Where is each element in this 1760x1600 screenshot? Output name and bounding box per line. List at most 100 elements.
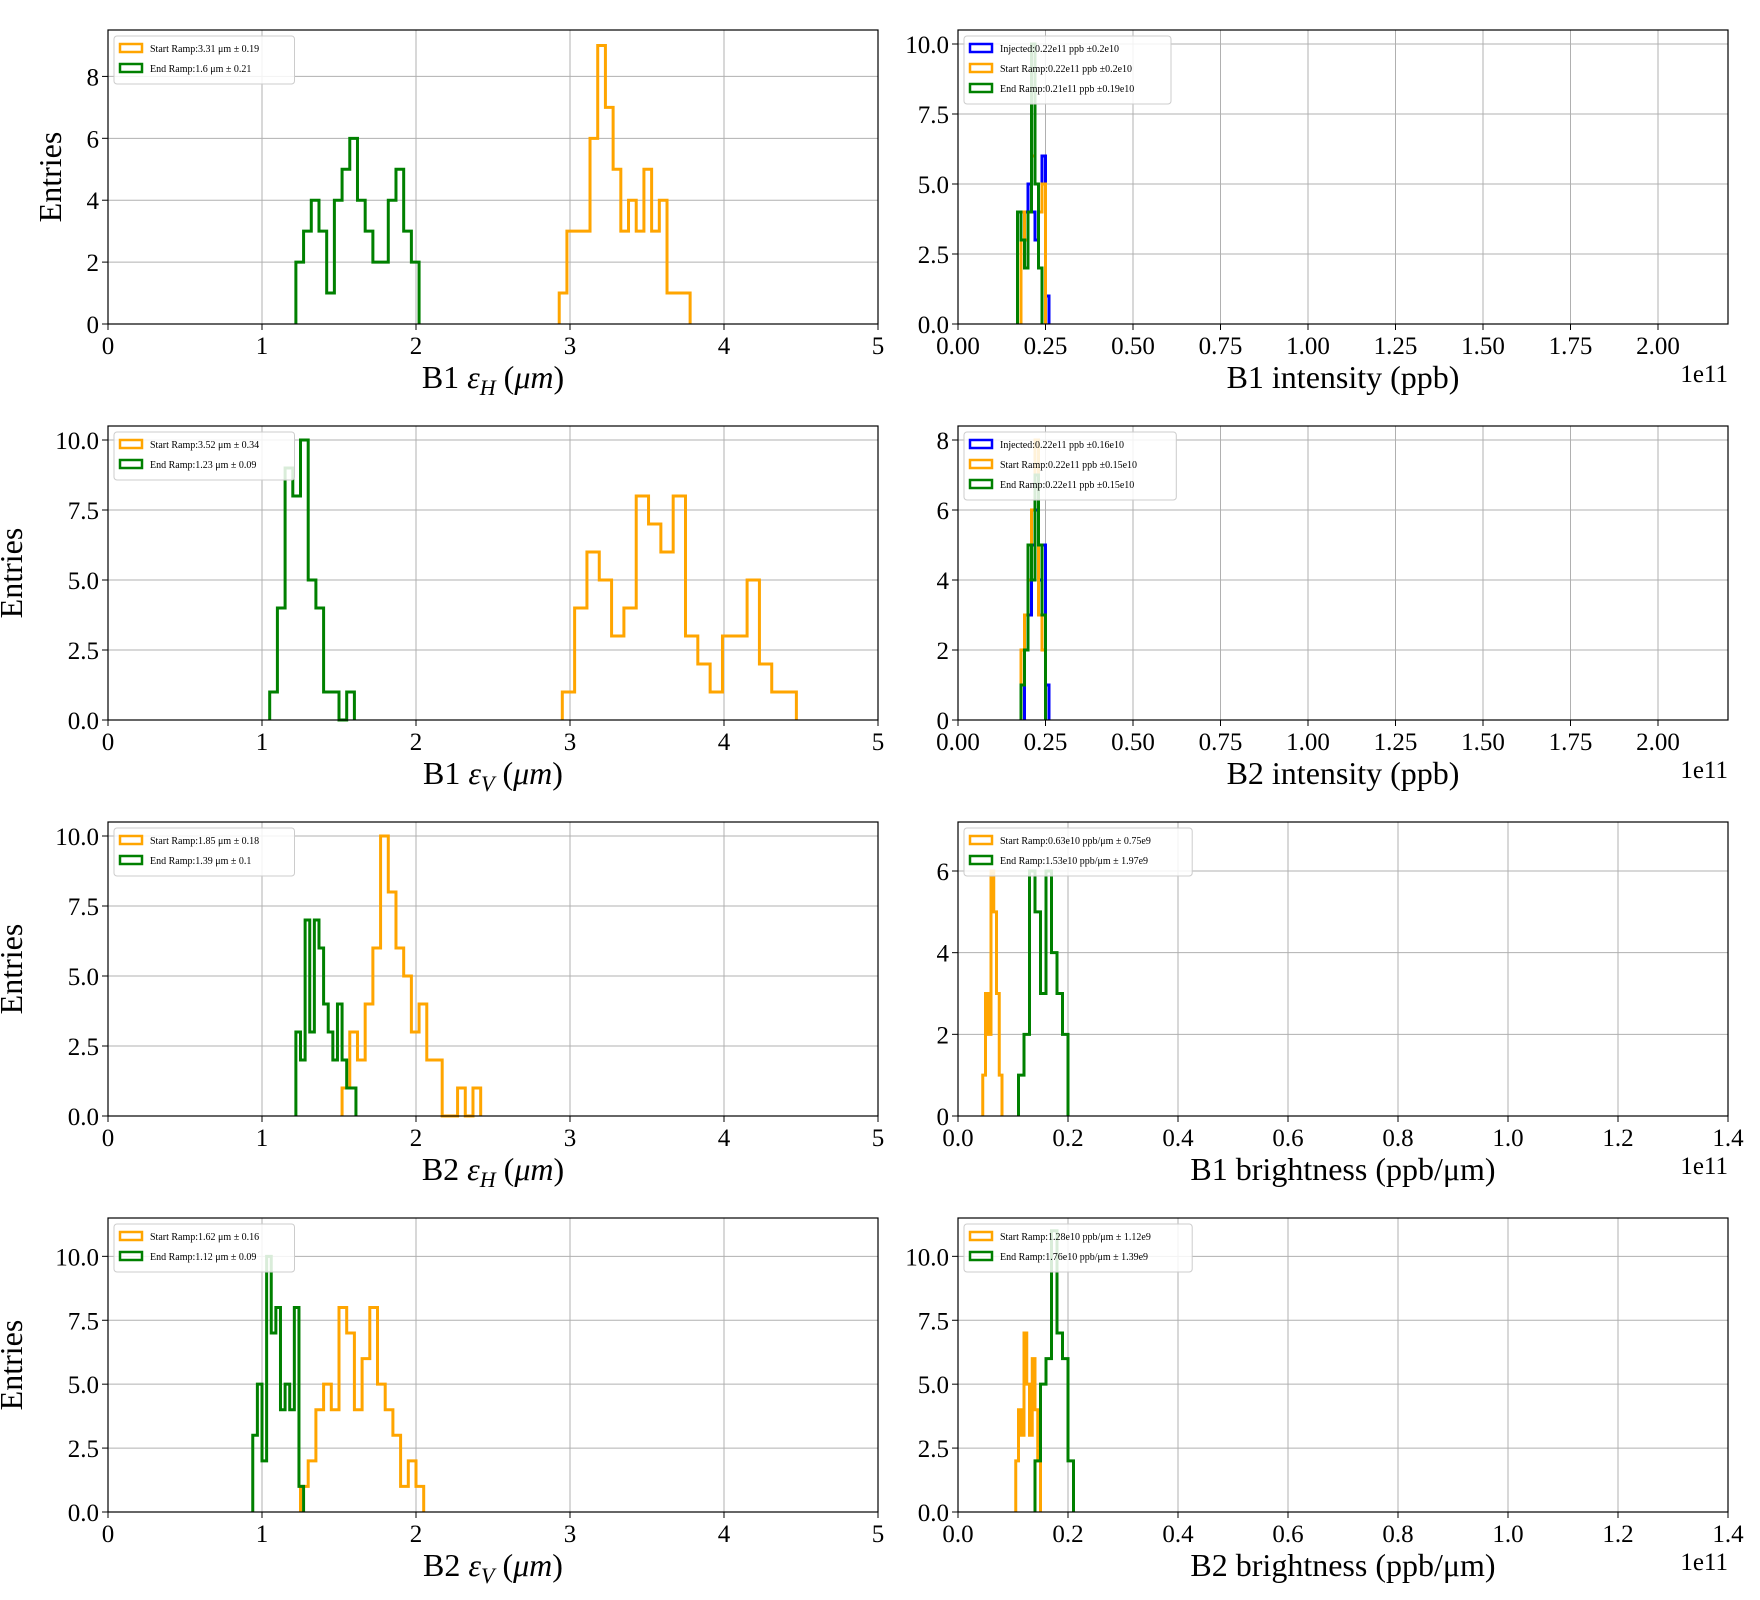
y-tick-label: 10.0 xyxy=(905,32,949,59)
x-axis-label: B1 intensity (ppb) xyxy=(1227,359,1460,395)
x-tick-label: 0.2 xyxy=(1052,1125,1083,1152)
y-tick-label: 0.0 xyxy=(68,1104,99,1131)
plot-frame xyxy=(957,821,1729,1117)
x-tick-label: 1.0 xyxy=(1492,1521,1523,1548)
x-axis-label: B2 εH (μm) xyxy=(422,1151,564,1192)
y-tick-label: 6 xyxy=(87,126,100,153)
histogram-series-1 xyxy=(1019,438,1047,720)
legend: Start Ramp:3.52 μm ± 0.34 End Ramp:1.23 μ… xyxy=(113,431,295,481)
y-tick-label: 7.5 xyxy=(918,102,949,129)
y-tick-label: 0.0 xyxy=(918,1500,949,1527)
x-tick-label: 4 xyxy=(718,1125,731,1152)
y-tick-label: 4 xyxy=(87,188,100,215)
legend-label: Start Ramp:0.63e10 ppb/μm ± 0.75e9 xyxy=(1000,836,1151,847)
legend-label: End Ramp:1.12 μm ± 0.09 xyxy=(150,1252,256,1263)
histogram-series-0 xyxy=(299,1305,426,1512)
chart-panel-b2-int: 0.00 0.25 0.50 0.75 1.00 1.25 1.50 1.75 2.00 0 2 4 6… xyxy=(936,425,1729,791)
x-tick-label: 1 xyxy=(256,1125,269,1152)
x-tick-label: 2 xyxy=(410,729,423,756)
legend-label: End Ramp:1.76e10 ppb/μm ± 1.39e9 xyxy=(1000,1252,1148,1263)
x-tick-label: 0 xyxy=(102,1125,115,1152)
y-tick-label: 5.0 xyxy=(68,568,99,595)
x-tick-label: 3 xyxy=(564,1521,577,1548)
x-tick-label: 1.75 xyxy=(1549,333,1593,360)
histogram-series-1 xyxy=(251,1254,306,1512)
legend-label: Start Ramp:1.62 μm ± 0.16 xyxy=(150,1232,259,1243)
histogram-series-0 xyxy=(981,869,1004,1116)
legend-swatch xyxy=(968,854,994,866)
histogram-series-2 xyxy=(1016,42,1044,324)
legend-box xyxy=(113,35,295,85)
plot-frame xyxy=(957,1217,1729,1513)
histogram-series-0 xyxy=(560,494,798,720)
x-tick-label: 0 xyxy=(102,333,115,360)
x-offset-label: 1e11 xyxy=(1680,757,1728,784)
y-tick-label: 2 xyxy=(937,638,950,665)
legend-swatch xyxy=(118,458,144,470)
x-tick-label: 0.2 xyxy=(1052,1521,1083,1548)
chart-panel-b1-int: 0.00 0.25 0.50 0.75 1.00 1.25 1.50 1.75 2.00 0.0 2… xyxy=(905,29,1729,395)
x-offset-label: 1e11 xyxy=(1680,1549,1728,1576)
chart-panel-b1-ev: 0 1 2 3 4 5 0.0 2.5 5.0 7.5 10.0 B1 εV (μm) Entries S… xyxy=(0,425,884,796)
x-tick-label: 3 xyxy=(564,729,577,756)
y-tick-label: 0.0 xyxy=(918,312,949,339)
y-tick-label: 2.5 xyxy=(68,638,99,665)
legend: Start Ramp:0.63e10 ppb/μm ± 0.75e9 End Ra… xyxy=(963,827,1193,877)
x-axis-label: B1 brightness (ppb/μm) xyxy=(1190,1151,1495,1187)
x-tick-label: 1.2 xyxy=(1602,1521,1633,1548)
legend-swatch xyxy=(118,1230,144,1242)
x-offset-label: 1e11 xyxy=(1680,361,1728,388)
legend-swatch xyxy=(118,42,144,54)
plot-frame xyxy=(107,1217,879,1513)
plot-frame xyxy=(957,425,1729,721)
legend-swatch xyxy=(118,1250,144,1262)
x-tick-label: 1.50 xyxy=(1461,333,1505,360)
x-tick-label: 1 xyxy=(256,333,269,360)
plot-frame xyxy=(957,29,1729,325)
x-tick-label: 0.8 xyxy=(1382,1125,1413,1152)
y-tick-label: 7.5 xyxy=(918,1308,949,1335)
histogram-series-0 xyxy=(1014,1331,1042,1512)
y-axis-label: Entries xyxy=(32,132,68,223)
x-tick-label: 0.4 xyxy=(1162,1521,1194,1548)
y-tick-label: 0 xyxy=(937,1104,950,1131)
legend-swatch xyxy=(968,1230,994,1242)
y-tick-label: 8 xyxy=(87,64,100,91)
x-axis-label: B1 εH (μm) xyxy=(422,359,564,400)
y-tick-label: 6 xyxy=(937,498,950,525)
grid xyxy=(957,822,1729,1117)
histogram-series-1 xyxy=(294,136,421,324)
y-tick-label: 0 xyxy=(87,312,100,339)
legend-swatch xyxy=(118,854,144,866)
y-tick-label: 10.0 xyxy=(55,428,99,455)
y-tick-label: 0 xyxy=(937,708,950,735)
legend: Start Ramp:1.62 μm ± 0.16 End Ramp:1.12 μ… xyxy=(113,1223,295,1273)
legend-swatch xyxy=(968,458,994,470)
histogram-series-1 xyxy=(1019,154,1047,324)
x-tick-label: 2.00 xyxy=(1636,729,1680,756)
x-tick-label: 0.0 xyxy=(942,1125,973,1152)
chart-panel-b2-eh: 0 1 2 3 4 5 0.0 2.5 5.0 7.5 10.0 B2 εH (μm) Entries S… xyxy=(0,821,884,1192)
y-tick-label: 6 xyxy=(937,859,950,886)
x-tick-label: 0.8 xyxy=(1382,1521,1413,1548)
legend-swatch xyxy=(118,62,144,74)
legend-swatch xyxy=(968,478,994,490)
chart-panel-b1-br: 0.0 0.2 0.4 0.6 0.8 1.0 1.2 1.4 0 2 4 6 B1 brightnes… xyxy=(937,821,1744,1187)
y-axis-label: Entries xyxy=(0,1320,29,1411)
legend-label: End Ramp:0.22e11 ppb ±0.15e10 xyxy=(1000,480,1134,491)
x-tick-label: 1.00 xyxy=(1286,729,1330,756)
chart-panel-b1-eh: 0 1 2 3 4 5 0 2 4 6 8 B1 εH (μm) Entries Start Ramp:3… xyxy=(32,29,884,400)
x-tick-label: 0.6 xyxy=(1272,1521,1303,1548)
legend-box xyxy=(963,431,1177,501)
y-tick-label: 2.5 xyxy=(918,242,949,269)
legend-label: End Ramp:1.39 μm ± 0.1 xyxy=(150,856,251,867)
y-tick-label: 2 xyxy=(937,1022,950,1049)
legend-box xyxy=(963,35,1172,105)
y-tick-label: 4 xyxy=(937,568,950,595)
x-tick-label: 3 xyxy=(564,1125,577,1152)
x-tick-label: 0.00 xyxy=(936,729,980,756)
y-tick-label: 4 xyxy=(937,941,950,968)
plot-frame xyxy=(107,821,879,1117)
y-tick-label: 0.0 xyxy=(68,708,99,735)
x-tick-label: 1.2 xyxy=(1602,1125,1633,1152)
